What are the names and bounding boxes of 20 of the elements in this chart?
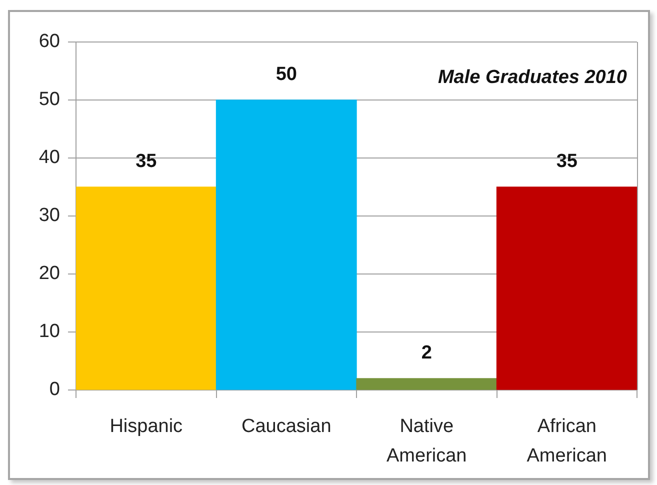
y-tick-label: 40 (38, 147, 60, 168)
bar (76, 186, 217, 390)
y-tick-label: 50 (38, 89, 60, 110)
y-tick-label: 0 (49, 379, 60, 400)
y-tick-label: 10 (38, 321, 60, 342)
data-label: 35 (556, 151, 578, 172)
y-tick-label: 60 (38, 31, 60, 52)
data-label: 35 (136, 151, 158, 172)
x-tick-label: Caucasian (241, 416, 332, 437)
text: Male Graduates 2010 (438, 67, 628, 88)
data-label: 50 (276, 64, 297, 86)
data-label: 2 (421, 342, 432, 364)
x-tick-label: Hispanic (110, 416, 183, 437)
bar (216, 100, 357, 390)
x-tick-label: Native American (386, 416, 467, 466)
x-tick-label: African American (526, 416, 607, 466)
bar (496, 186, 637, 390)
y-tick-label: 30 (38, 205, 60, 226)
y-tick-label: 20 (38, 263, 60, 284)
bar (356, 378, 498, 390)
